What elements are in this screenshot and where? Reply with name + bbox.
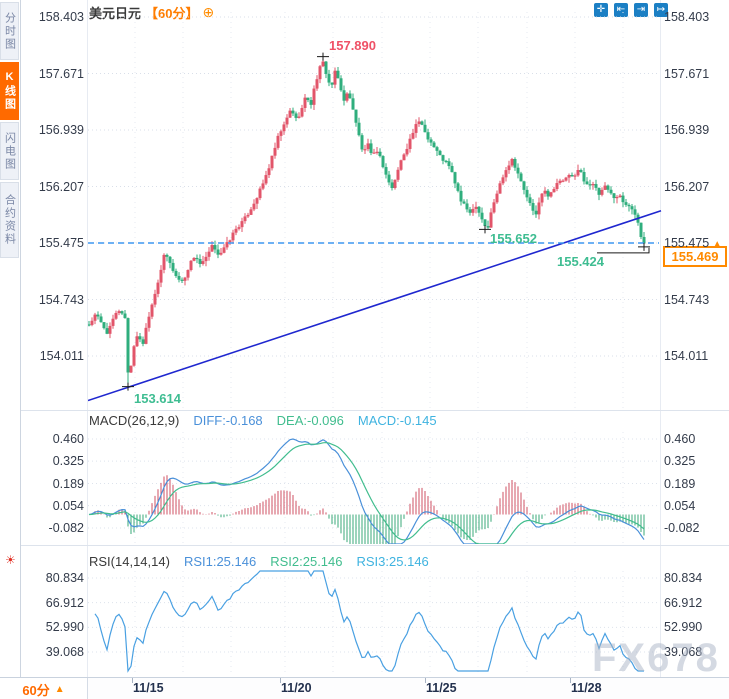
rsi-line bbox=[94, 570, 644, 673]
x-axis-tick bbox=[570, 678, 571, 683]
rsi1-value: RSI1:25.146 bbox=[183, 554, 257, 569]
main-macd-divider bbox=[20, 410, 729, 411]
x-axis-tick bbox=[132, 678, 133, 683]
macd-dea-value: DEA:-0.096 bbox=[276, 413, 344, 428]
sidebar-tab-contract-info[interactable]: 合约资料 bbox=[0, 182, 19, 258]
sidebar-tab-label: 闪电图 bbox=[3, 131, 16, 171]
sidebar-tab-time-chart[interactable]: 分时图 bbox=[0, 2, 19, 60]
zoom-range-tool-icon[interactable]: ⇤ bbox=[614, 3, 628, 17]
sidebar: 分时图 K线图 闪电图 合约资料 bbox=[0, 0, 21, 677]
indicator-header: RSI(14,14,14) RSI1:25.146 RSI2:25.146 RSI3:… bbox=[89, 554, 429, 569]
x-axis-date-label: 11/20 bbox=[281, 681, 312, 695]
indicator-header: MACD(26,12,9) DIFF:-0.168 DEA:-0.096 MACD:-… bbox=[89, 413, 437, 428]
gridlines bbox=[88, 12, 659, 672]
left-axis-border bbox=[87, 0, 88, 677]
macd-dea-line bbox=[88, 441, 645, 544]
period-selector-label: 60分 bbox=[22, 682, 50, 698]
x-axis-date-label: 11/25 bbox=[426, 681, 457, 695]
sidebar-tab-tick-chart[interactable]: 闪电图 bbox=[0, 122, 19, 180]
period-selector-arrow-icon: ▲ bbox=[54, 683, 65, 695]
macd-value: MACD:-0.145 bbox=[357, 413, 437, 428]
pan-right-tool-icon[interactable]: ⇥ bbox=[634, 3, 648, 17]
chart-title: 美元日元 【60分】 ⊕ bbox=[89, 3, 214, 22]
x-axis-date-label: 11/28 bbox=[571, 681, 602, 695]
candlestick-series bbox=[88, 56, 646, 387]
sidebar-tab-label: 分时图 bbox=[3, 11, 16, 51]
x-axis-tick bbox=[425, 678, 426, 683]
bottom-bar: 60分 ▲ 11/15 11/20 11/25 11/28 bbox=[0, 677, 729, 699]
chart-toolbar: ✛ ⇤ ⇥ ↦ bbox=[594, 3, 668, 17]
rsi3-value: RSI3:25.146 bbox=[356, 554, 429, 569]
rsi2-value: RSI2:25.146 bbox=[270, 554, 343, 569]
sidebar-tab-label: K线图 bbox=[3, 71, 16, 111]
period-selector[interactable]: 60分 ▲ bbox=[0, 678, 88, 699]
right-axis-border bbox=[660, 0, 661, 677]
macd-histogram bbox=[91, 475, 645, 544]
rsi-params: RSI(14,14,14) bbox=[89, 554, 170, 569]
macd-diff-value: DIFF:-0.168 bbox=[193, 413, 263, 428]
macd-rsi-divider bbox=[20, 545, 729, 546]
x-axis-tick bbox=[280, 678, 281, 683]
go-to-latest-tool-icon[interactable]: ↦ bbox=[654, 3, 668, 17]
sidebar-tab-label: 合约资料 bbox=[3, 194, 16, 246]
current-price-box: 155.469 bbox=[663, 246, 727, 267]
add-indicator-icon[interactable]: ⊕ bbox=[202, 4, 215, 20]
period-label: 【60分】 bbox=[145, 6, 199, 21]
macd-params: MACD(26,12,9) bbox=[89, 413, 180, 428]
sidebar-tab-kline-chart[interactable]: K线图 bbox=[0, 62, 19, 120]
indicator-settings-icon[interactable]: ☀ bbox=[5, 553, 16, 567]
x-axis-date-label: 11/15 bbox=[133, 681, 164, 695]
macd-diff-line bbox=[88, 438, 645, 544]
crosshair-tool-icon[interactable]: ✛ bbox=[594, 3, 608, 17]
trend-line bbox=[88, 209, 662, 402]
extreme-markers bbox=[122, 52, 650, 391]
